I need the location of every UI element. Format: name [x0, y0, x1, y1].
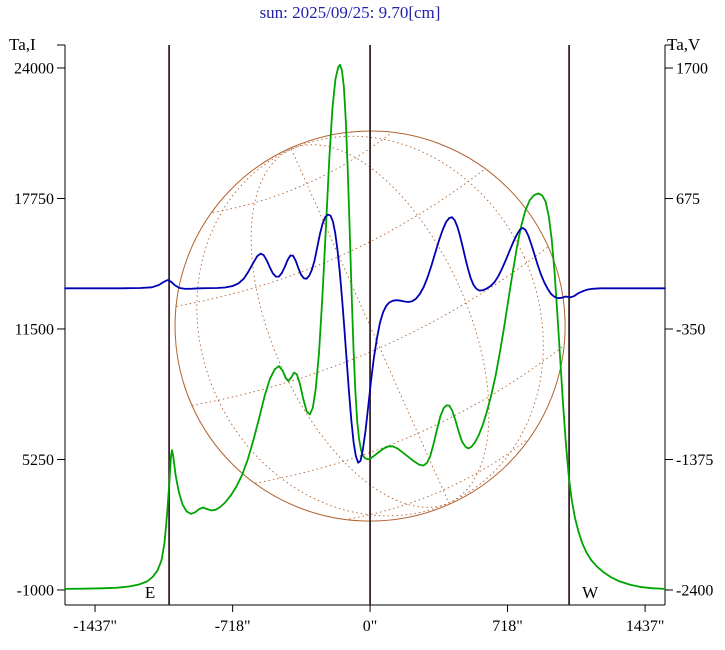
latitude-line [255, 345, 565, 484]
latitude-line [176, 168, 486, 307]
intensity-curve [64, 63, 666, 590]
right-axis-tick-label: 675 [676, 191, 700, 208]
bottom-axis-tick-label: 1437" [626, 618, 665, 635]
chart-graphics-layer: 24000 17750 11500 5250 -1000 1700 675 -350 -1375… [14, 44, 713, 635]
left-axis-tick-label: 11500 [15, 321, 54, 338]
left-axis-label: Ta,I [9, 35, 36, 54]
west-limb-label: W [582, 583, 599, 602]
bottom-axis-tick-label: 718" [492, 618, 523, 635]
right-axis-tick-label: -2400 [676, 582, 713, 599]
bottom-axis-tick-label: -718" [215, 618, 251, 635]
right-axis-tick-label: -350 [676, 322, 705, 339]
left-axis-tick-label: 5250 [22, 452, 54, 469]
bottom-axis-tick-label: 0" [363, 618, 378, 635]
right-axis-label: Ta,V [667, 35, 701, 54]
left-axis-tick-label: 17750 [14, 191, 54, 208]
right-axis-tick-label: -1375 [676, 452, 713, 469]
chart-title: sun: 2025/09/25: 9.70[cm] [259, 3, 441, 22]
right-axis-tick-label: 1700 [676, 61, 708, 78]
polarization-curve [64, 213, 666, 464]
bottom-axis-tick-label: -1437" [73, 618, 117, 635]
left-axis-tick-label: 24000 [14, 60, 54, 77]
left-axis-tick-label: -1000 [17, 582, 54, 599]
east-limb-label: E [145, 583, 155, 602]
